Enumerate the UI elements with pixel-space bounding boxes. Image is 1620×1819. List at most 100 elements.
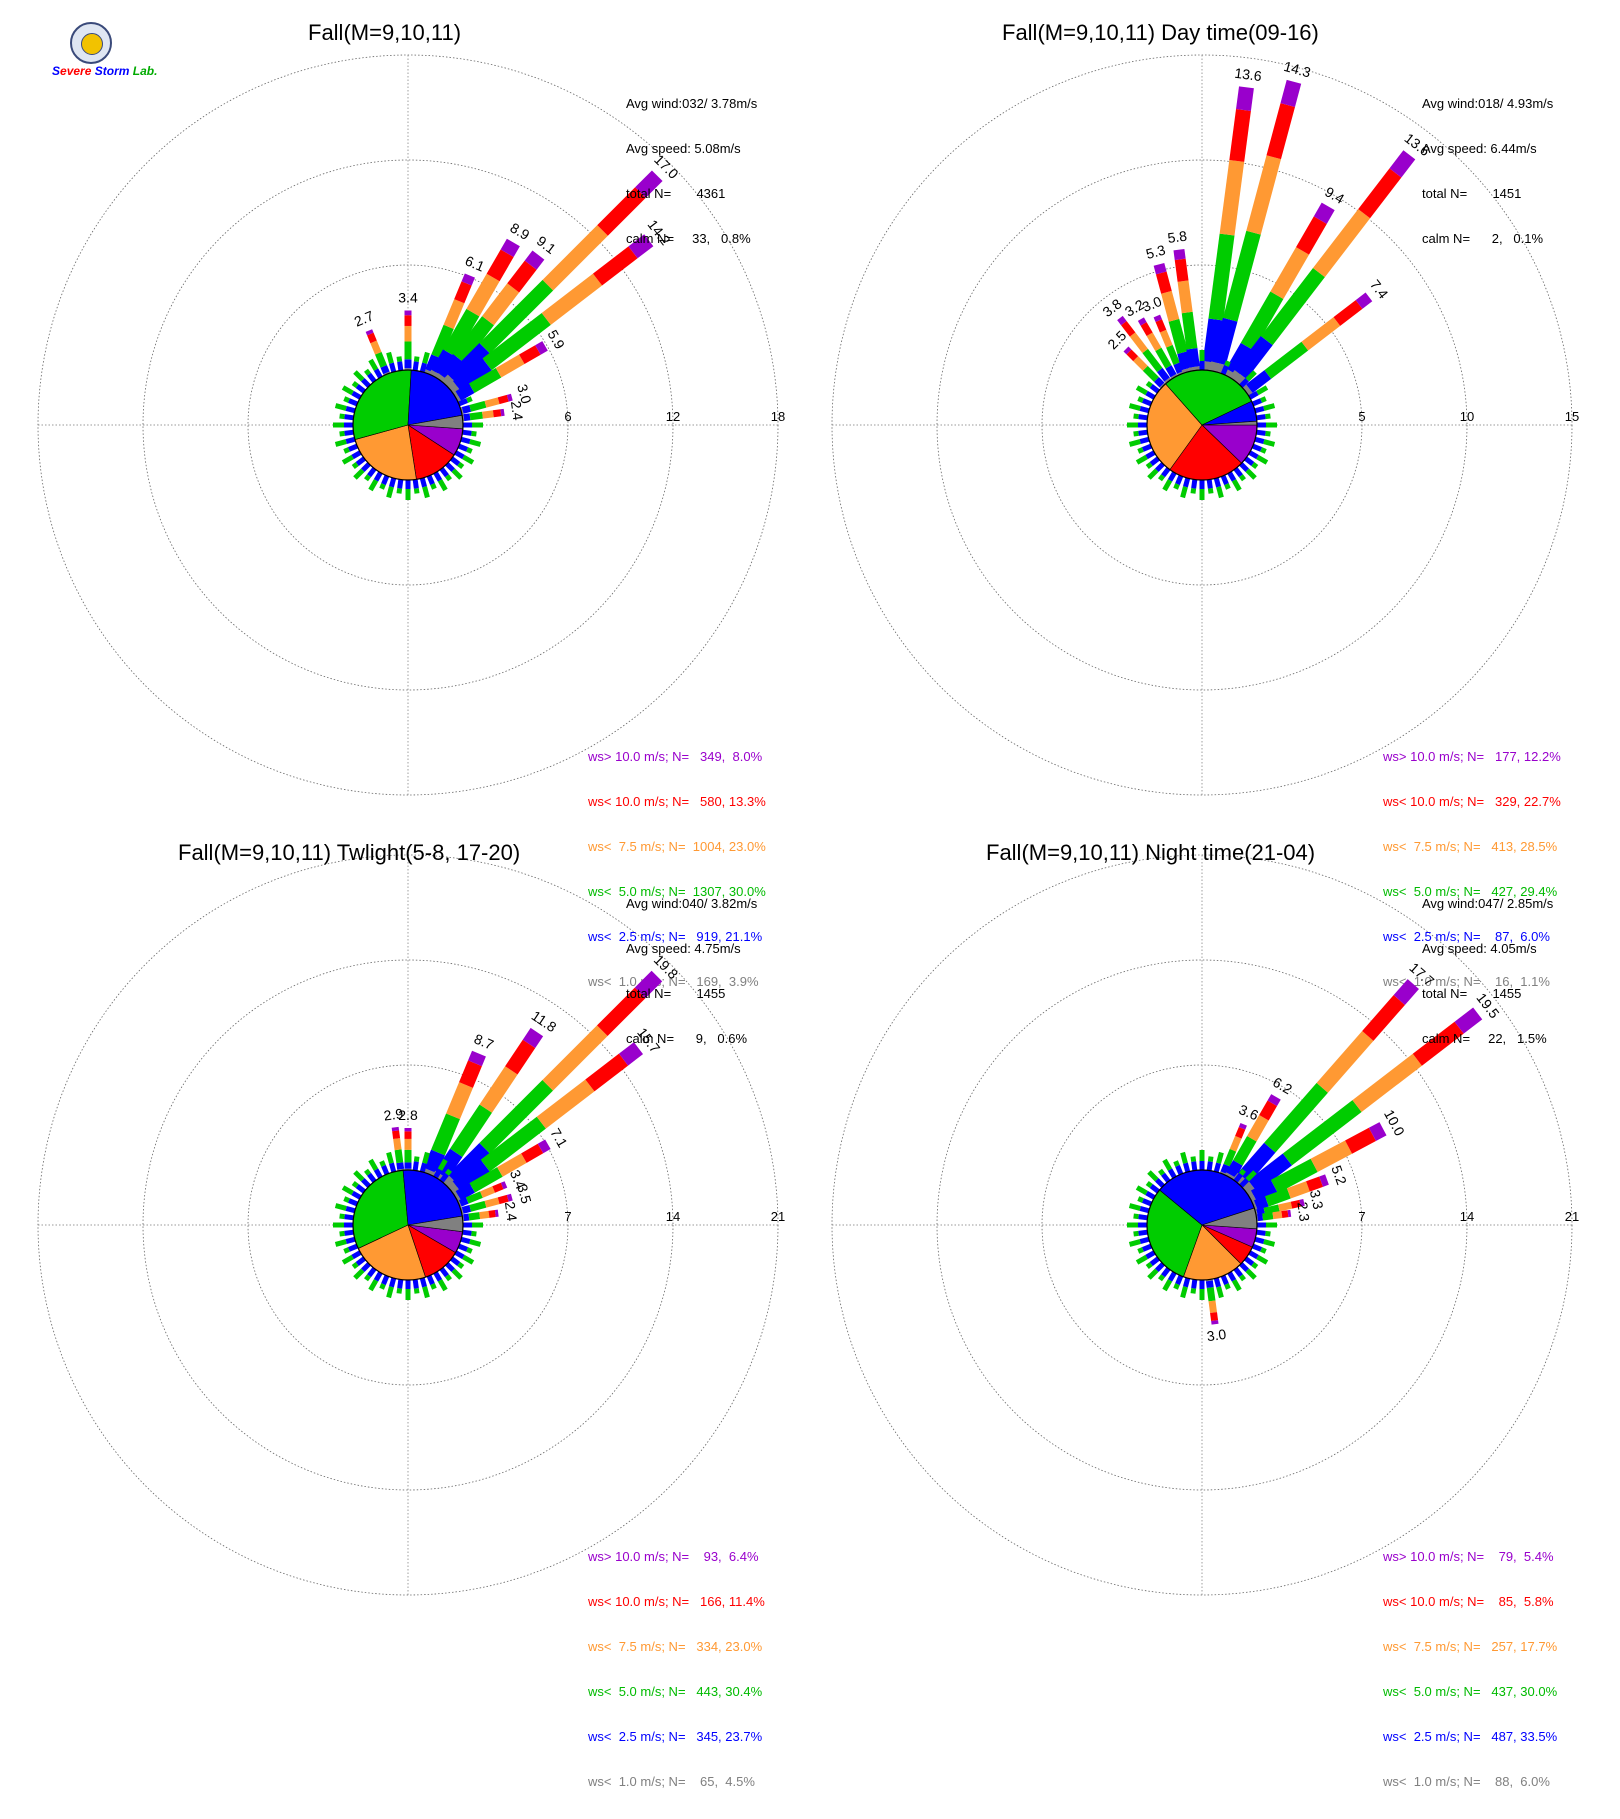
wind-ray-segment [1254,157,1274,232]
minor-ray [1253,446,1261,449]
minor-ray [389,1287,392,1298]
wind-ray-segment [475,1054,479,1064]
minor-ray [349,446,357,449]
wind-ray-segment [1263,1216,1273,1217]
wind-ray-segment [470,404,485,408]
stats-total-n: total N= 1451 [1422,186,1553,201]
wind-ray-segment [1192,349,1194,367]
minor-ray [1253,401,1261,404]
wind-ray-segment [464,417,470,418]
wind-ray [463,412,505,417]
stats-avg-wind: Avg wind:018/ 4.93m/s [1422,96,1553,111]
minor-ray [363,464,369,470]
wind-ray-segment [499,1198,508,1200]
minor-ray [1137,457,1147,463]
minor-ray [1170,1170,1175,1178]
ray-label: 3.4 [398,290,418,306]
minor-ray [453,470,461,478]
wind-ray-segment [511,1044,529,1070]
stats-avg-speed: Avg speed: 6.44m/s [1422,141,1553,156]
minor-ray [1137,1257,1147,1263]
wind-ray-segment [1224,1165,1227,1172]
minor-ray [384,1276,387,1284]
minor-ray [346,439,355,441]
minor-ray [369,469,374,476]
minor-ray [369,1174,374,1181]
minor-ray [1226,484,1228,489]
minor-ray [1247,470,1255,478]
wind-ray-segment [458,388,471,396]
minor-ray [467,399,472,401]
chart-title: Fall(M=9,10,11) Night time(21-04) [986,840,1315,866]
minor-ray [353,1264,357,1267]
minor-ray [1165,480,1171,490]
minor-ray [1157,1264,1163,1270]
minor-ray [436,473,441,481]
legend-entry-lt2-5: ws< 2.5 m/s; N= 345, 23.7% [588,1729,765,1744]
minor-ray [459,401,467,404]
legend-entry-lt5: ws< 5.0 m/s; N= 443, 30.4% [588,1684,765,1699]
minor-ray [353,1253,361,1258]
minor-ray [363,1264,369,1270]
wind-ray-segment [464,1217,469,1218]
minor-ray [1216,1163,1218,1172]
wind-ray-segment [1216,363,1218,372]
minor-ray [1261,449,1266,451]
ray-label: 8.7 [472,1030,496,1052]
minor-ray [391,1163,393,1172]
minor-ray [1137,1188,1147,1194]
stats-block: Avg wind:040/ 3.82m/s Avg speed: 4.75m/s… [626,866,757,1076]
wind-ray-segment [1288,82,1294,105]
minor-ray [1257,417,1266,418]
minor-ray [353,383,357,386]
minor-ray [461,1239,470,1241]
minor-ray [363,1180,369,1186]
legend-entry-lt10: ws< 10.0 m/s; N= 166, 11.4% [588,1594,765,1609]
wind-ray-segment [1282,1214,1288,1215]
minor-ray [416,1288,417,1293]
minor-ray [1134,433,1139,434]
wind-ray-segment [493,253,507,277]
ray-label: 14.3 [1282,58,1313,81]
minor-ray [422,478,424,487]
wind-ray-segment [1126,349,1129,352]
minor-ray [467,449,472,451]
wind-ray-segment [369,331,370,334]
ray-label: 5.2 [1328,1163,1350,1187]
minor-ray [389,1153,392,1164]
minor-ray [353,393,361,398]
minor-ray [400,480,401,489]
minor-ray [366,476,369,480]
stats-total-n: total N= 1455 [1422,986,1553,1001]
wind-ray-segment [529,1032,537,1044]
minor-ray [1253,1264,1257,1267]
minor-ray [1264,1242,1275,1245]
legend-entry-gt10: ws> 10.0 m/s; N= 93, 6.4% [588,1549,765,1564]
wind-ray-segment [1357,1060,1417,1106]
wind-ray-segment [1305,322,1337,347]
wind-ray-segment [431,1152,438,1170]
wind-ray-segment [1231,1163,1238,1175]
minor-ray [415,362,416,371]
wind-ray-segment [1183,353,1187,369]
minor-ray [1176,1161,1178,1166]
minor-ray [1216,1278,1218,1287]
tick-label: 7 [1358,1209,1365,1224]
minor-ray [1137,388,1147,394]
wind-ray-segment [538,346,545,350]
minor-ray [343,1257,353,1263]
minor-ray [1185,1278,1187,1287]
minor-ray [1165,1280,1171,1290]
wind-ray-segment [463,408,471,410]
minor-ray [440,1280,446,1290]
minor-ray [440,480,446,490]
ray-label: 2.8 [398,1107,418,1123]
minor-ray [436,1273,441,1281]
minor-ray [1157,1180,1163,1186]
minor-ray [343,388,353,394]
stats-block: Avg wind:018/ 4.93m/s Avg speed: 6.44m/s… [1422,66,1553,276]
minor-ray [1134,416,1139,417]
minor-ray [1250,1253,1258,1258]
minor-ray [422,1163,424,1172]
ray-label: 9.4 [1322,183,1347,207]
